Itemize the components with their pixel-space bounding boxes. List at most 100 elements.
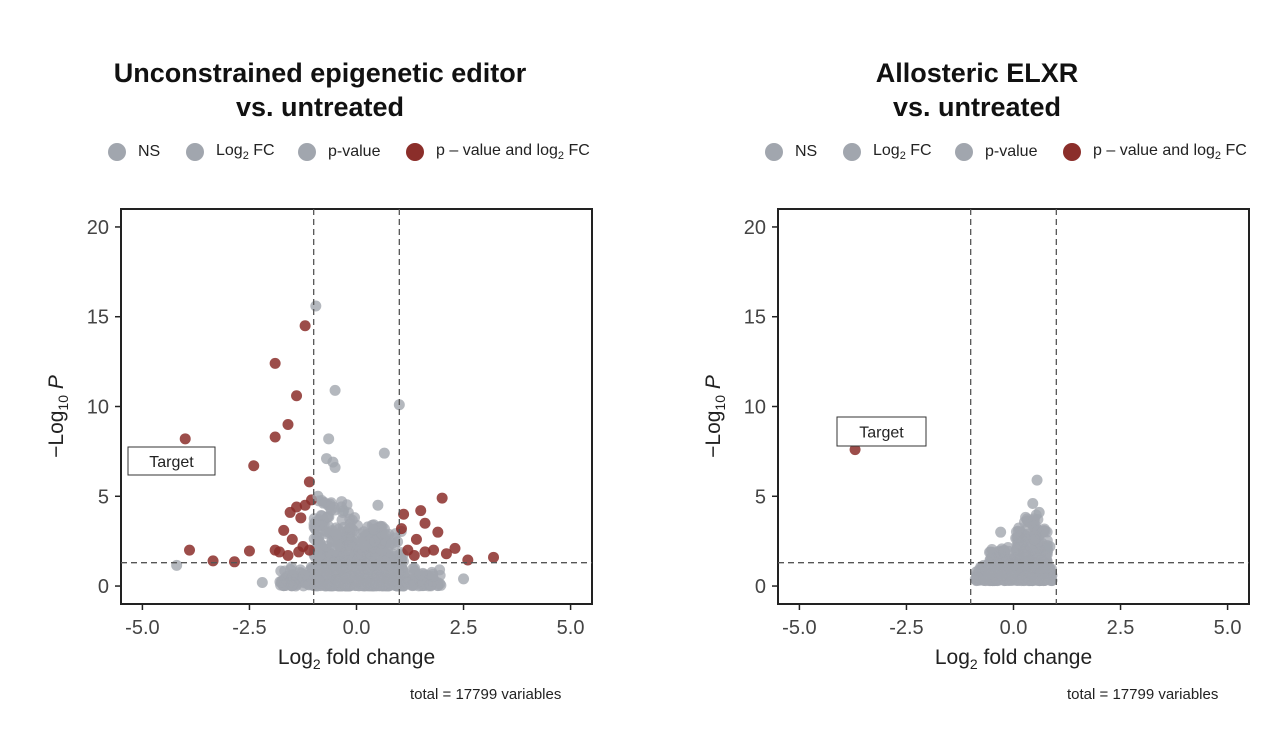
data-point-ns [312, 490, 324, 502]
data-point-ns [1012, 542, 1024, 554]
y-tick-label: 5 [755, 486, 766, 508]
target-label-box [127, 446, 216, 476]
data-point-ns [302, 578, 314, 590]
data-point-significant [410, 533, 422, 545]
data-point-ns [313, 574, 325, 586]
data-point-ns [984, 558, 996, 570]
chart-title: Allosteric ELXR [875, 58, 1079, 88]
data-point-ns [330, 563, 342, 575]
x-tick-label: 0.0 [343, 617, 371, 639]
y-tick-label: 0 [98, 576, 109, 598]
data-point-ns [1039, 573, 1051, 585]
legend-item-both: p – value and log2 FC [1063, 140, 1247, 164]
data-point-ns [378, 447, 390, 459]
y-tick-label: 20 [87, 217, 109, 239]
legend-label: Log2 FC [873, 141, 932, 163]
legend-label: p – value and log2 FC [436, 141, 590, 163]
data-point-significant [278, 524, 290, 536]
data-point-ns [1031, 474, 1043, 486]
data-point-ns [434, 564, 446, 576]
data-point-ns [987, 546, 999, 558]
data-point-ns [380, 529, 392, 541]
data-point-significant [462, 554, 474, 566]
data-point-significant [291, 390, 303, 402]
y-axis-label: −Log10 P [45, 375, 71, 458]
data-point-ns [329, 462, 341, 474]
legend-label: Log2 FC [216, 141, 275, 163]
data-point-ns [996, 569, 1008, 581]
data-point-significant [243, 545, 255, 557]
data-point-ns [1013, 522, 1025, 534]
total-caption: total = 17799 variables [1067, 686, 1219, 703]
data-point-significant [436, 492, 448, 504]
chart-subtitle: vs. untreated [235, 92, 405, 122]
legend-item-ns: NS [765, 140, 817, 164]
data-point-significant [184, 544, 196, 556]
data-point-significant [428, 544, 440, 556]
data-point-ns [356, 548, 368, 560]
data-point-ns [310, 300, 322, 312]
x-tick-label: 2.5 [450, 617, 478, 639]
legend-dot-ns [108, 143, 126, 161]
x-tick-label: -2.5 [232, 617, 266, 639]
data-point-ns [995, 526, 1007, 538]
data-point-significant [299, 320, 311, 332]
y-tick-label: 0 [755, 576, 766, 598]
x-axis-label: Log2 fold change [278, 646, 435, 672]
data-point-ns [321, 511, 333, 523]
legend-label: p-value [985, 143, 1038, 160]
data-point-ns [426, 571, 438, 583]
legend-label: NS [795, 143, 818, 160]
y-tick-label: 15 [87, 307, 109, 329]
data-point-significant [273, 546, 285, 558]
y-tick-label: 20 [744, 217, 766, 239]
x-tick-label: 5.0 [1214, 617, 1242, 639]
data-point-significant [395, 523, 407, 535]
legend-label: NS [138, 143, 161, 160]
data-point-ns [998, 546, 1010, 558]
legend-item-both: p – value and log2 FC [406, 140, 590, 164]
data-point-significant [269, 431, 281, 443]
data-point-ns [316, 542, 328, 554]
x-axis-label: Log2 fold change [935, 646, 1092, 672]
data-point-significant [207, 555, 219, 567]
data-point-significant [849, 444, 861, 456]
data-point-ns [358, 539, 370, 551]
data-point-significant [282, 418, 294, 430]
data-point-ns [1029, 534, 1041, 546]
data-point-ns [336, 551, 348, 563]
chart-subtitle: vs. untreated [892, 92, 1062, 122]
data-point-ns [285, 580, 297, 592]
data-point-ns [372, 499, 384, 511]
data-point-ns [386, 537, 398, 549]
data-point-ns [338, 521, 350, 533]
data-point-significant [179, 433, 191, 445]
data-point-ns [983, 568, 995, 580]
target-label: Target [149, 454, 194, 471]
data-point-ns [458, 573, 470, 585]
legend-dot-log2fc [843, 143, 861, 161]
data-point-ns [385, 570, 397, 582]
data-point-ns [321, 568, 333, 580]
data-point-significant [295, 512, 307, 524]
legend-label: p – value and log2 FC [1093, 141, 1247, 163]
data-point-significant [228, 556, 240, 568]
target-label: Target [859, 425, 904, 442]
chart-title: Unconstrained epigenetic editor [113, 58, 527, 88]
left-panel: Unconstrained epigenetic editor vs. untr… [0, 0, 640, 741]
data-point-significant [415, 505, 427, 517]
legend-dot-both [406, 143, 424, 161]
data-point-ns [313, 551, 325, 563]
data-point-ns [340, 572, 352, 584]
data-point-significant [303, 544, 315, 556]
data-point-ns [338, 505, 350, 517]
y-tick-label: 15 [744, 307, 766, 329]
data-point-ns [1040, 550, 1052, 562]
legend-item-ns: NS [108, 140, 160, 164]
data-point-significant [293, 546, 305, 558]
legend-dot-both [1063, 143, 1081, 161]
data-point-ns [382, 545, 394, 557]
x-tick-label: -5.0 [125, 617, 159, 639]
legend-label: p-value [328, 143, 381, 160]
data-point-significant [269, 357, 281, 369]
